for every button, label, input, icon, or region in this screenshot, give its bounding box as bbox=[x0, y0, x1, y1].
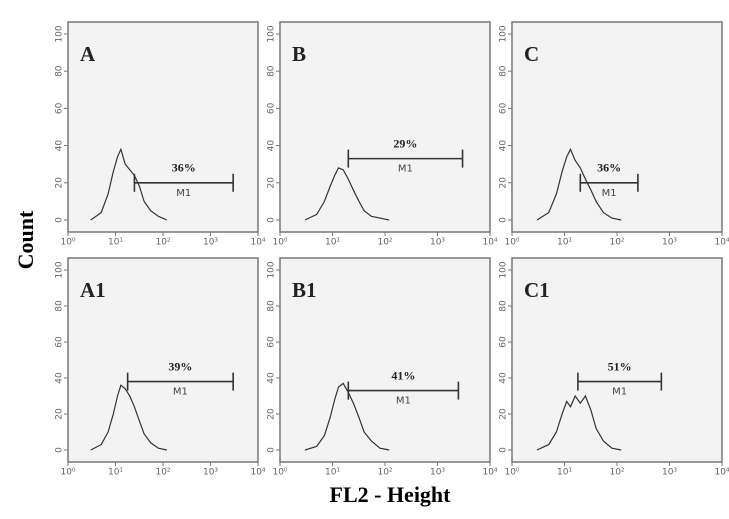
panel-label: A1 bbox=[80, 278, 106, 302]
x-tick-label: 10⁰ bbox=[272, 238, 287, 248]
gate-percent: 39% bbox=[168, 359, 192, 373]
gate-percent: 29% bbox=[393, 136, 417, 150]
y-tick-label: 40 bbox=[55, 372, 65, 384]
y-tick-label: 60 bbox=[267, 102, 277, 114]
gate-label: M1 bbox=[176, 188, 191, 199]
y-tick-label: 80 bbox=[55, 65, 65, 77]
plot-frame bbox=[511, 21, 723, 233]
plot-frame bbox=[67, 257, 259, 463]
y-tick-label: 40 bbox=[499, 140, 509, 152]
x-tick-label: 10⁰ bbox=[272, 468, 287, 478]
y-tick-label: 0 bbox=[55, 447, 65, 453]
x-tick-label: 10¹ bbox=[557, 468, 572, 478]
x-tick-label: 10⁰ bbox=[504, 238, 519, 248]
x-tick-label: 10⁴ bbox=[250, 468, 265, 478]
y-tick-label: 0 bbox=[267, 217, 277, 223]
x-tick-label: 10³ bbox=[662, 238, 677, 248]
x-tick-label: 10³ bbox=[662, 468, 677, 478]
y-tick-label: 80 bbox=[499, 300, 509, 312]
y-tick-label: 40 bbox=[499, 372, 509, 384]
x-tick-label: 10² bbox=[155, 238, 170, 248]
x-tick-label: 10⁴ bbox=[482, 238, 497, 248]
y-tick-label: 20 bbox=[499, 408, 509, 420]
y-tick-label: 40 bbox=[267, 140, 277, 152]
y-tick-label: 40 bbox=[55, 140, 65, 152]
histogram-line bbox=[90, 147, 168, 221]
x-tick-label: 10⁴ bbox=[714, 468, 729, 478]
gate-label: M1 bbox=[398, 164, 413, 175]
y-tick-label: 40 bbox=[267, 372, 277, 384]
y-tick-label: 80 bbox=[267, 300, 277, 312]
y-tick-label: 80 bbox=[55, 300, 65, 312]
x-tick-label: 10⁰ bbox=[504, 468, 519, 478]
x-tick-label: 10² bbox=[377, 238, 392, 248]
panel-label: B1 bbox=[292, 278, 317, 302]
y-tick-label: 80 bbox=[499, 65, 509, 77]
x-tick-label: 10¹ bbox=[325, 238, 340, 248]
y-tick-label: 100 bbox=[55, 261, 65, 278]
plot-frame bbox=[279, 257, 491, 463]
panel-label: B bbox=[292, 42, 306, 66]
y-tick-label: 60 bbox=[55, 336, 65, 348]
histogram-line bbox=[90, 384, 167, 451]
gate-label: M1 bbox=[173, 387, 188, 398]
gate-percent: 51% bbox=[608, 359, 632, 373]
x-tick-label: 10² bbox=[609, 238, 624, 248]
plot-frame bbox=[511, 257, 723, 463]
y-tick-label: 60 bbox=[499, 102, 509, 114]
gate-label: M1 bbox=[602, 188, 617, 199]
y-tick-label: 100 bbox=[499, 261, 509, 278]
y-tick-label: 100 bbox=[267, 261, 277, 278]
histogram-line bbox=[304, 167, 390, 221]
y-tick-label: 20 bbox=[267, 177, 277, 189]
y-tick-label: 20 bbox=[55, 408, 65, 420]
x-tick-label: 10⁴ bbox=[250, 238, 265, 248]
gate-percent: 36% bbox=[172, 161, 196, 175]
y-tick-label: 0 bbox=[267, 447, 277, 453]
x-tick-label: 10⁰ bbox=[60, 238, 75, 248]
y-tick-label: 100 bbox=[499, 25, 509, 42]
x-tick-label: 10⁴ bbox=[482, 468, 497, 478]
x-tick-label: 10¹ bbox=[108, 238, 123, 248]
histogram-line bbox=[536, 147, 622, 221]
x-tick-label: 10⁰ bbox=[60, 468, 75, 478]
x-tick-label: 10⁴ bbox=[714, 238, 729, 248]
gate-percent: 36% bbox=[597, 161, 621, 175]
x-tick-label: 10² bbox=[609, 468, 624, 478]
x-tick-label: 10³ bbox=[430, 468, 445, 478]
gate-label: M1 bbox=[612, 387, 627, 398]
x-tick-label: 10¹ bbox=[557, 238, 572, 248]
plot-frame bbox=[67, 21, 259, 233]
y-tick-label: 80 bbox=[267, 65, 277, 77]
panel-label: C bbox=[524, 42, 539, 66]
x-tick-label: 10² bbox=[155, 468, 170, 478]
plot-frame bbox=[279, 21, 491, 233]
panel-label: C1 bbox=[524, 278, 550, 302]
x-tick-label: 10¹ bbox=[325, 468, 340, 478]
x-tick-label: 10³ bbox=[430, 238, 445, 248]
y-tick-label: 0 bbox=[499, 447, 509, 453]
x-axis-label: FL2 - Height bbox=[330, 482, 452, 507]
y-tick-label: 60 bbox=[499, 336, 509, 348]
y-tick-label: 100 bbox=[267, 25, 277, 42]
y-axis-label: Count bbox=[13, 210, 38, 269]
x-tick-label: 10³ bbox=[203, 468, 218, 478]
gate-label: M1 bbox=[396, 396, 411, 407]
y-tick-label: 100 bbox=[55, 25, 65, 42]
y-tick-label: 20 bbox=[55, 177, 65, 189]
x-tick-label: 10² bbox=[377, 468, 392, 478]
y-tick-label: 0 bbox=[499, 217, 509, 223]
y-tick-label: 20 bbox=[267, 408, 277, 420]
y-tick-label: 0 bbox=[55, 217, 65, 223]
histogram-line bbox=[536, 394, 622, 451]
panel-label: A bbox=[80, 42, 96, 66]
y-tick-label: 60 bbox=[267, 336, 277, 348]
x-tick-label: 10³ bbox=[203, 238, 218, 248]
histogram-line bbox=[304, 382, 390, 451]
gate-percent: 41% bbox=[391, 368, 415, 382]
y-tick-label: 20 bbox=[499, 177, 509, 189]
y-tick-label: 60 bbox=[55, 102, 65, 114]
x-tick-label: 10¹ bbox=[108, 468, 123, 478]
